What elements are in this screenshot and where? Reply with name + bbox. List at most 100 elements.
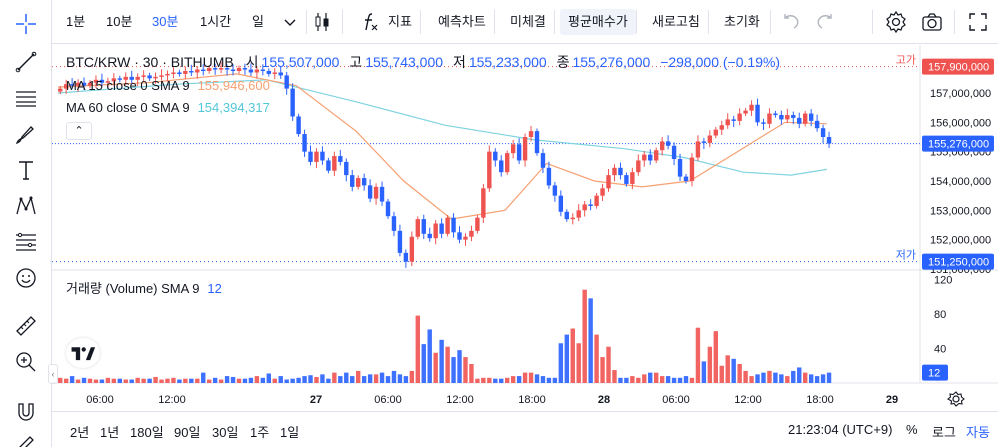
candle [749,100,754,116]
candle-body [207,68,212,71]
candle-body [58,88,63,92]
volume-bar [630,376,635,383]
price-chart[interactable]: 151,000,000152,000,000153,000,000154,000… [52,45,998,411]
candle-body [123,76,128,80]
candle [785,108,790,123]
last-price-badge-bg [922,135,994,152]
volume-bar [356,370,361,383]
interval-10m[interactable]: 10분 [106,14,133,29]
volume-bar [546,377,552,383]
candle [576,204,581,222]
fib-icon[interactable] [10,226,42,258]
pencil-lock-icon[interactable] [10,428,42,447]
candle [105,77,111,89]
volume-bar [63,378,69,383]
candle-body [654,150,659,161]
magnet-icon[interactable] [10,396,42,428]
volume-bar [248,377,254,383]
log-toggle[interactable]: 로그 [932,425,956,440]
fullscreen-icon[interactable] [966,10,990,34]
trend-line-icon[interactable] [10,46,42,78]
candle-body [195,69,200,73]
indicators-button[interactable]: 지표 [388,14,412,29]
tradingview-logo[interactable] [66,338,100,368]
volume-bar [290,378,295,383]
function-icon[interactable] [358,10,382,34]
candle-body [767,113,772,124]
candle [469,225,474,242]
candle [767,108,772,129]
volume-bar [689,377,695,383]
collapse-legend-button[interactable]: ⌃ [66,122,92,140]
candle-body [81,82,87,86]
ruler-icon[interactable] [10,310,42,342]
range-90d[interactable]: 90일 [174,425,201,440]
volume-bar [803,372,808,383]
interval-1m[interactable]: 1분 [66,14,86,29]
open-label: 시 [245,54,259,70]
candle [93,75,99,89]
auto-toggle[interactable]: 자동 [966,425,990,440]
candle [123,72,128,86]
prediction-chart-button[interactable]: 예측차트 [438,14,486,29]
camera-icon[interactable] [920,10,944,34]
candle [642,151,647,167]
range-1y[interactable]: 1년 [100,425,120,440]
range-30d[interactable]: 30일 [212,425,239,440]
percent-toggle[interactable]: % [906,422,918,437]
chart-area[interactable]: 151,000,000 152,000,000 153,000,000 154,000… [52,45,998,411]
emoji-icon[interactable] [10,262,42,294]
candle-body [212,68,218,70]
clock-time[interactable]: 21:23:04 (UTC+9) [788,422,893,437]
volume-bar [457,350,462,383]
candle-body [165,73,170,76]
volume-bar [755,374,760,383]
candle [510,139,516,159]
range-180d[interactable]: 180일 [130,425,164,440]
candle-body [642,154,647,161]
range-2y[interactable]: 2년 [70,425,90,440]
candle-body [582,204,587,211]
candle-body [791,115,796,118]
brush-icon[interactable] [10,118,42,150]
candle-body [183,71,188,74]
interval-day[interactable]: 일 [252,14,264,29]
volume-bar [451,357,456,383]
candle [606,168,611,192]
undo-icon[interactable] [780,10,804,34]
volume-label: 거래량 (Volume) SMA 9 [66,281,200,296]
volume-bar [654,372,659,383]
redo-icon[interactable] [812,10,836,34]
pattern-icon[interactable] [10,190,42,222]
interval-30m[interactable]: 30분 [152,14,179,29]
top-toolbar: 1분 10분 30분 1시간 일 지표 예측차트 미체결 평균매수가 새로고침 … [52,0,998,44]
candle [75,79,81,92]
volume-bar [433,352,438,383]
low-price-badge: 151,250,000 [928,257,989,269]
crosshair-icon[interactable] [10,8,42,40]
volume-bar [618,377,623,383]
gear-icon[interactable] [884,10,908,34]
reset-button[interactable]: 초기화 [724,14,760,29]
unfilled-orders-button[interactable]: 미체결 [510,14,546,29]
candle [439,218,444,239]
volume-bar [767,370,772,383]
interval-1h[interactable]: 1시간 [200,14,232,29]
zoom-in-icon[interactable] [10,346,42,378]
volume-bar [826,372,832,383]
range-1w[interactable]: 1주 [250,425,270,440]
range-1d[interactable]: 1일 [280,425,300,440]
volume-bar [236,378,242,383]
y-tick-label: 154,000,000 [930,176,991,188]
horizontal-lines-icon[interactable] [10,82,42,114]
volume-bar [588,298,593,383]
chevron-down-icon[interactable] [278,10,302,34]
refresh-button[interactable]: 새로고침 [652,14,700,29]
volume-bar [707,346,713,383]
avg-price-button[interactable]: 평균매수가 [560,9,636,35]
candle-body [707,135,713,143]
candle-type-icon[interactable] [310,10,334,34]
text-icon[interactable] [10,154,42,186]
candle-body [648,154,653,161]
volume-bar [379,372,385,383]
